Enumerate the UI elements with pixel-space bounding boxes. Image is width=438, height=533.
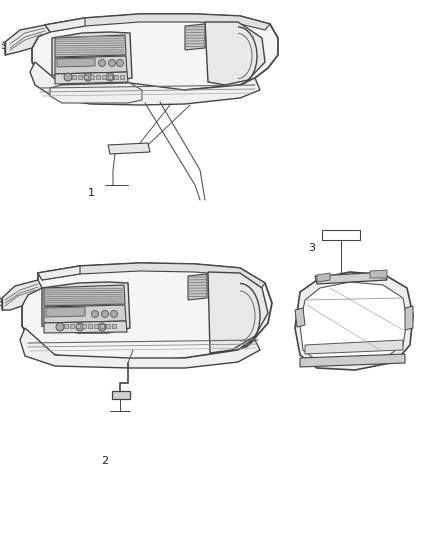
Polygon shape — [5, 25, 50, 55]
Polygon shape — [108, 75, 112, 79]
Polygon shape — [78, 75, 82, 79]
Polygon shape — [50, 83, 142, 103]
Polygon shape — [305, 340, 403, 354]
Polygon shape — [64, 324, 68, 328]
Text: 2: 2 — [101, 456, 108, 466]
Polygon shape — [100, 324, 104, 328]
Polygon shape — [52, 32, 132, 82]
Polygon shape — [70, 324, 74, 328]
Polygon shape — [370, 270, 387, 278]
Polygon shape — [106, 324, 110, 328]
Polygon shape — [208, 272, 268, 353]
Polygon shape — [55, 35, 126, 57]
Polygon shape — [300, 282, 407, 364]
Circle shape — [99, 60, 106, 67]
Polygon shape — [84, 75, 88, 79]
Circle shape — [64, 73, 72, 81]
Polygon shape — [57, 58, 95, 67]
Circle shape — [102, 311, 109, 318]
Polygon shape — [120, 75, 124, 79]
Polygon shape — [45, 18, 85, 32]
Polygon shape — [295, 308, 305, 327]
Polygon shape — [42, 282, 130, 333]
Circle shape — [110, 311, 117, 318]
Polygon shape — [90, 75, 94, 79]
Polygon shape — [102, 75, 106, 79]
Polygon shape — [405, 306, 413, 330]
Circle shape — [92, 311, 99, 318]
Polygon shape — [55, 72, 128, 84]
Circle shape — [98, 323, 106, 331]
Polygon shape — [2, 280, 42, 310]
Polygon shape — [55, 56, 127, 74]
Polygon shape — [188, 274, 207, 300]
Polygon shape — [185, 24, 205, 50]
Polygon shape — [88, 324, 92, 328]
Polygon shape — [44, 285, 125, 306]
Polygon shape — [114, 75, 118, 79]
Polygon shape — [94, 324, 98, 328]
Polygon shape — [38, 263, 265, 290]
Polygon shape — [30, 62, 260, 105]
Circle shape — [76, 323, 84, 331]
Circle shape — [56, 323, 64, 331]
Polygon shape — [20, 328, 260, 368]
Polygon shape — [38, 266, 80, 280]
Polygon shape — [108, 143, 150, 154]
Polygon shape — [300, 354, 405, 367]
Circle shape — [84, 73, 92, 81]
Polygon shape — [317, 273, 330, 282]
Polygon shape — [76, 324, 80, 328]
Polygon shape — [44, 321, 127, 333]
Circle shape — [117, 60, 124, 67]
Polygon shape — [82, 324, 86, 328]
Polygon shape — [22, 263, 272, 361]
Polygon shape — [45, 14, 270, 32]
Circle shape — [109, 60, 116, 67]
Polygon shape — [112, 391, 130, 399]
Polygon shape — [112, 324, 116, 328]
Polygon shape — [322, 230, 360, 240]
Polygon shape — [205, 22, 265, 85]
Circle shape — [106, 73, 114, 81]
Polygon shape — [315, 272, 387, 284]
Polygon shape — [44, 305, 126, 323]
Polygon shape — [46, 307, 85, 317]
Polygon shape — [295, 272, 413, 370]
Text: 1: 1 — [88, 188, 95, 198]
Polygon shape — [32, 14, 278, 92]
Polygon shape — [72, 75, 76, 79]
Text: 3: 3 — [308, 243, 315, 253]
Polygon shape — [96, 75, 100, 79]
